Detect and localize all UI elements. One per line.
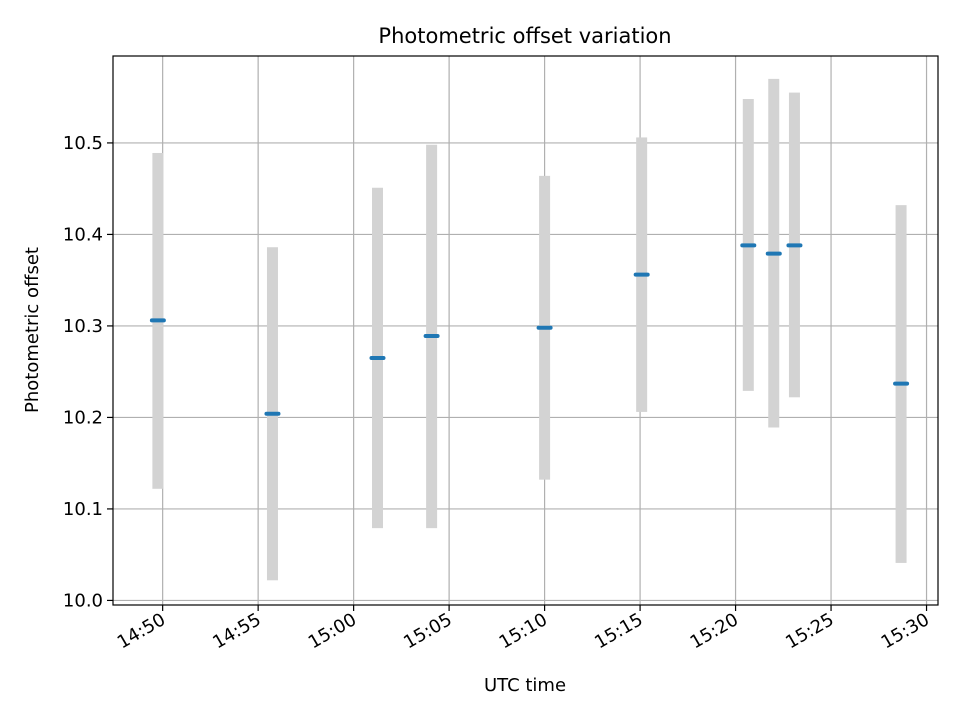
x-axis-label: UTC time [484,675,566,696]
y-tick-label: 10.2 [63,407,103,428]
y-tick-label: 10.0 [63,590,103,611]
y-tick-label: 10.4 [63,224,103,245]
y-axis-label: Photometric offset [22,247,43,413]
chart-title: Photometric offset variation [378,24,671,48]
y-tick-label: 10.3 [63,316,103,337]
plot-frame [112,55,939,606]
marker-layer [149,243,910,416]
y-tick-label: 10.5 [63,133,103,154]
y-tick-label: 10.1 [63,499,103,520]
